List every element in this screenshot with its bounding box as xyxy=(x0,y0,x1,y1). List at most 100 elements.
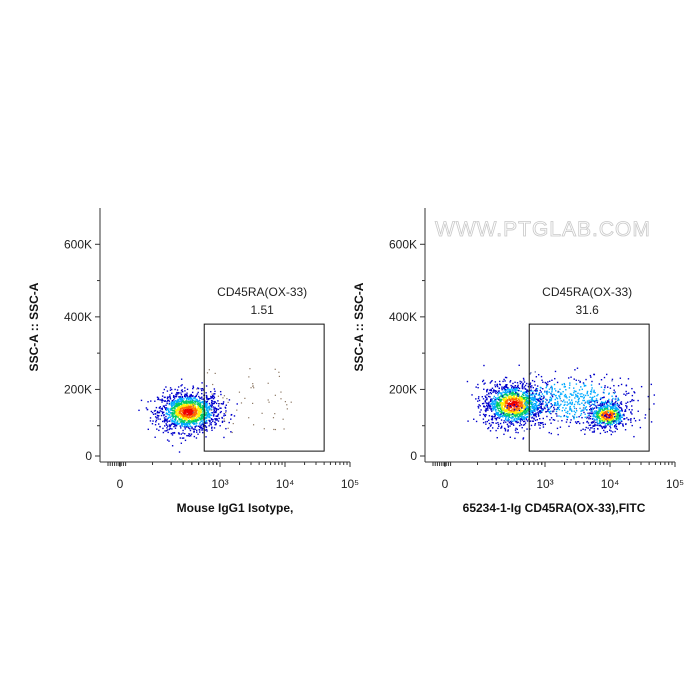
event-point xyxy=(197,402,200,404)
event-point xyxy=(183,420,185,423)
event-point xyxy=(600,402,602,404)
event-point xyxy=(181,423,183,425)
event-point xyxy=(624,409,627,411)
event-point xyxy=(252,402,254,404)
event-point xyxy=(523,391,525,394)
event-point xyxy=(633,417,636,420)
event-point xyxy=(200,401,202,404)
event-point xyxy=(184,416,186,419)
event-point xyxy=(184,394,186,397)
event-point xyxy=(518,395,520,397)
event-point xyxy=(497,394,499,396)
event-point xyxy=(185,416,188,418)
event-point xyxy=(221,420,224,423)
event-point xyxy=(611,378,614,381)
event-point xyxy=(204,411,206,413)
event-point xyxy=(537,397,540,400)
event-point xyxy=(595,421,597,424)
event-point xyxy=(573,390,576,392)
event-point xyxy=(625,394,627,396)
event-point xyxy=(179,396,182,398)
event-point xyxy=(625,402,627,405)
event-point xyxy=(591,421,593,423)
event-point xyxy=(545,382,548,385)
event-point xyxy=(505,400,507,403)
event-point xyxy=(168,403,171,406)
event-point xyxy=(615,421,617,423)
event-point xyxy=(631,405,633,407)
event-point xyxy=(196,419,199,422)
event-point xyxy=(171,420,174,422)
event-point xyxy=(618,417,621,419)
event-point xyxy=(172,420,175,423)
event-point xyxy=(501,425,503,428)
event-point xyxy=(606,416,608,418)
event-point xyxy=(503,407,506,409)
event-point xyxy=(166,421,168,423)
event-point xyxy=(592,400,594,402)
event-point xyxy=(576,394,578,397)
event-point xyxy=(157,398,160,401)
event-point xyxy=(609,429,611,431)
event-point xyxy=(550,432,553,435)
event-point xyxy=(506,405,509,407)
event-point xyxy=(210,391,212,393)
event-point xyxy=(575,395,577,397)
event-point xyxy=(549,419,551,421)
event-point xyxy=(193,407,195,409)
event-point xyxy=(501,415,503,417)
event-point xyxy=(583,397,585,399)
event-point xyxy=(191,401,194,404)
event-point xyxy=(511,417,513,419)
event-point xyxy=(596,399,598,402)
event-point xyxy=(523,394,525,397)
event-point xyxy=(573,391,575,394)
event-point xyxy=(487,392,490,394)
event-point xyxy=(564,386,567,388)
event-point xyxy=(190,411,193,414)
event-point xyxy=(520,418,522,420)
event-point xyxy=(609,411,612,413)
event-point xyxy=(526,409,528,411)
y-axis-title: SSC-A :: SSC-A xyxy=(352,282,366,371)
event-point xyxy=(600,401,603,403)
event-point xyxy=(498,399,500,401)
event-point xyxy=(545,401,547,403)
event-point xyxy=(197,387,199,389)
event-point xyxy=(535,400,537,403)
event-point xyxy=(169,397,172,399)
event-point xyxy=(157,411,159,414)
event-point xyxy=(554,377,556,380)
event-point xyxy=(182,404,185,406)
event-point xyxy=(615,422,618,424)
event-point xyxy=(614,398,616,400)
event-point xyxy=(219,411,222,414)
event-point xyxy=(534,419,537,422)
event-point xyxy=(529,392,531,394)
event-point xyxy=(557,391,559,393)
event-point xyxy=(555,412,557,415)
event-point xyxy=(586,416,588,418)
event-point xyxy=(507,420,509,422)
event-point xyxy=(552,418,555,421)
event-point xyxy=(188,409,190,412)
event-point xyxy=(491,405,493,407)
event-point xyxy=(498,425,500,427)
event-point xyxy=(600,415,602,417)
event-point xyxy=(531,413,534,415)
event-point xyxy=(596,412,598,414)
event-point xyxy=(192,416,194,418)
event-point xyxy=(596,400,599,402)
event-point xyxy=(225,410,227,412)
event-point xyxy=(616,420,618,422)
event-point xyxy=(517,412,519,414)
event-point xyxy=(596,418,598,420)
event-point xyxy=(175,409,177,411)
event-point xyxy=(166,390,169,392)
event-point xyxy=(183,412,185,414)
event-point xyxy=(604,412,606,415)
event-point xyxy=(181,407,183,409)
event-point xyxy=(199,426,201,428)
event-point xyxy=(163,400,166,402)
event-point xyxy=(486,402,488,404)
